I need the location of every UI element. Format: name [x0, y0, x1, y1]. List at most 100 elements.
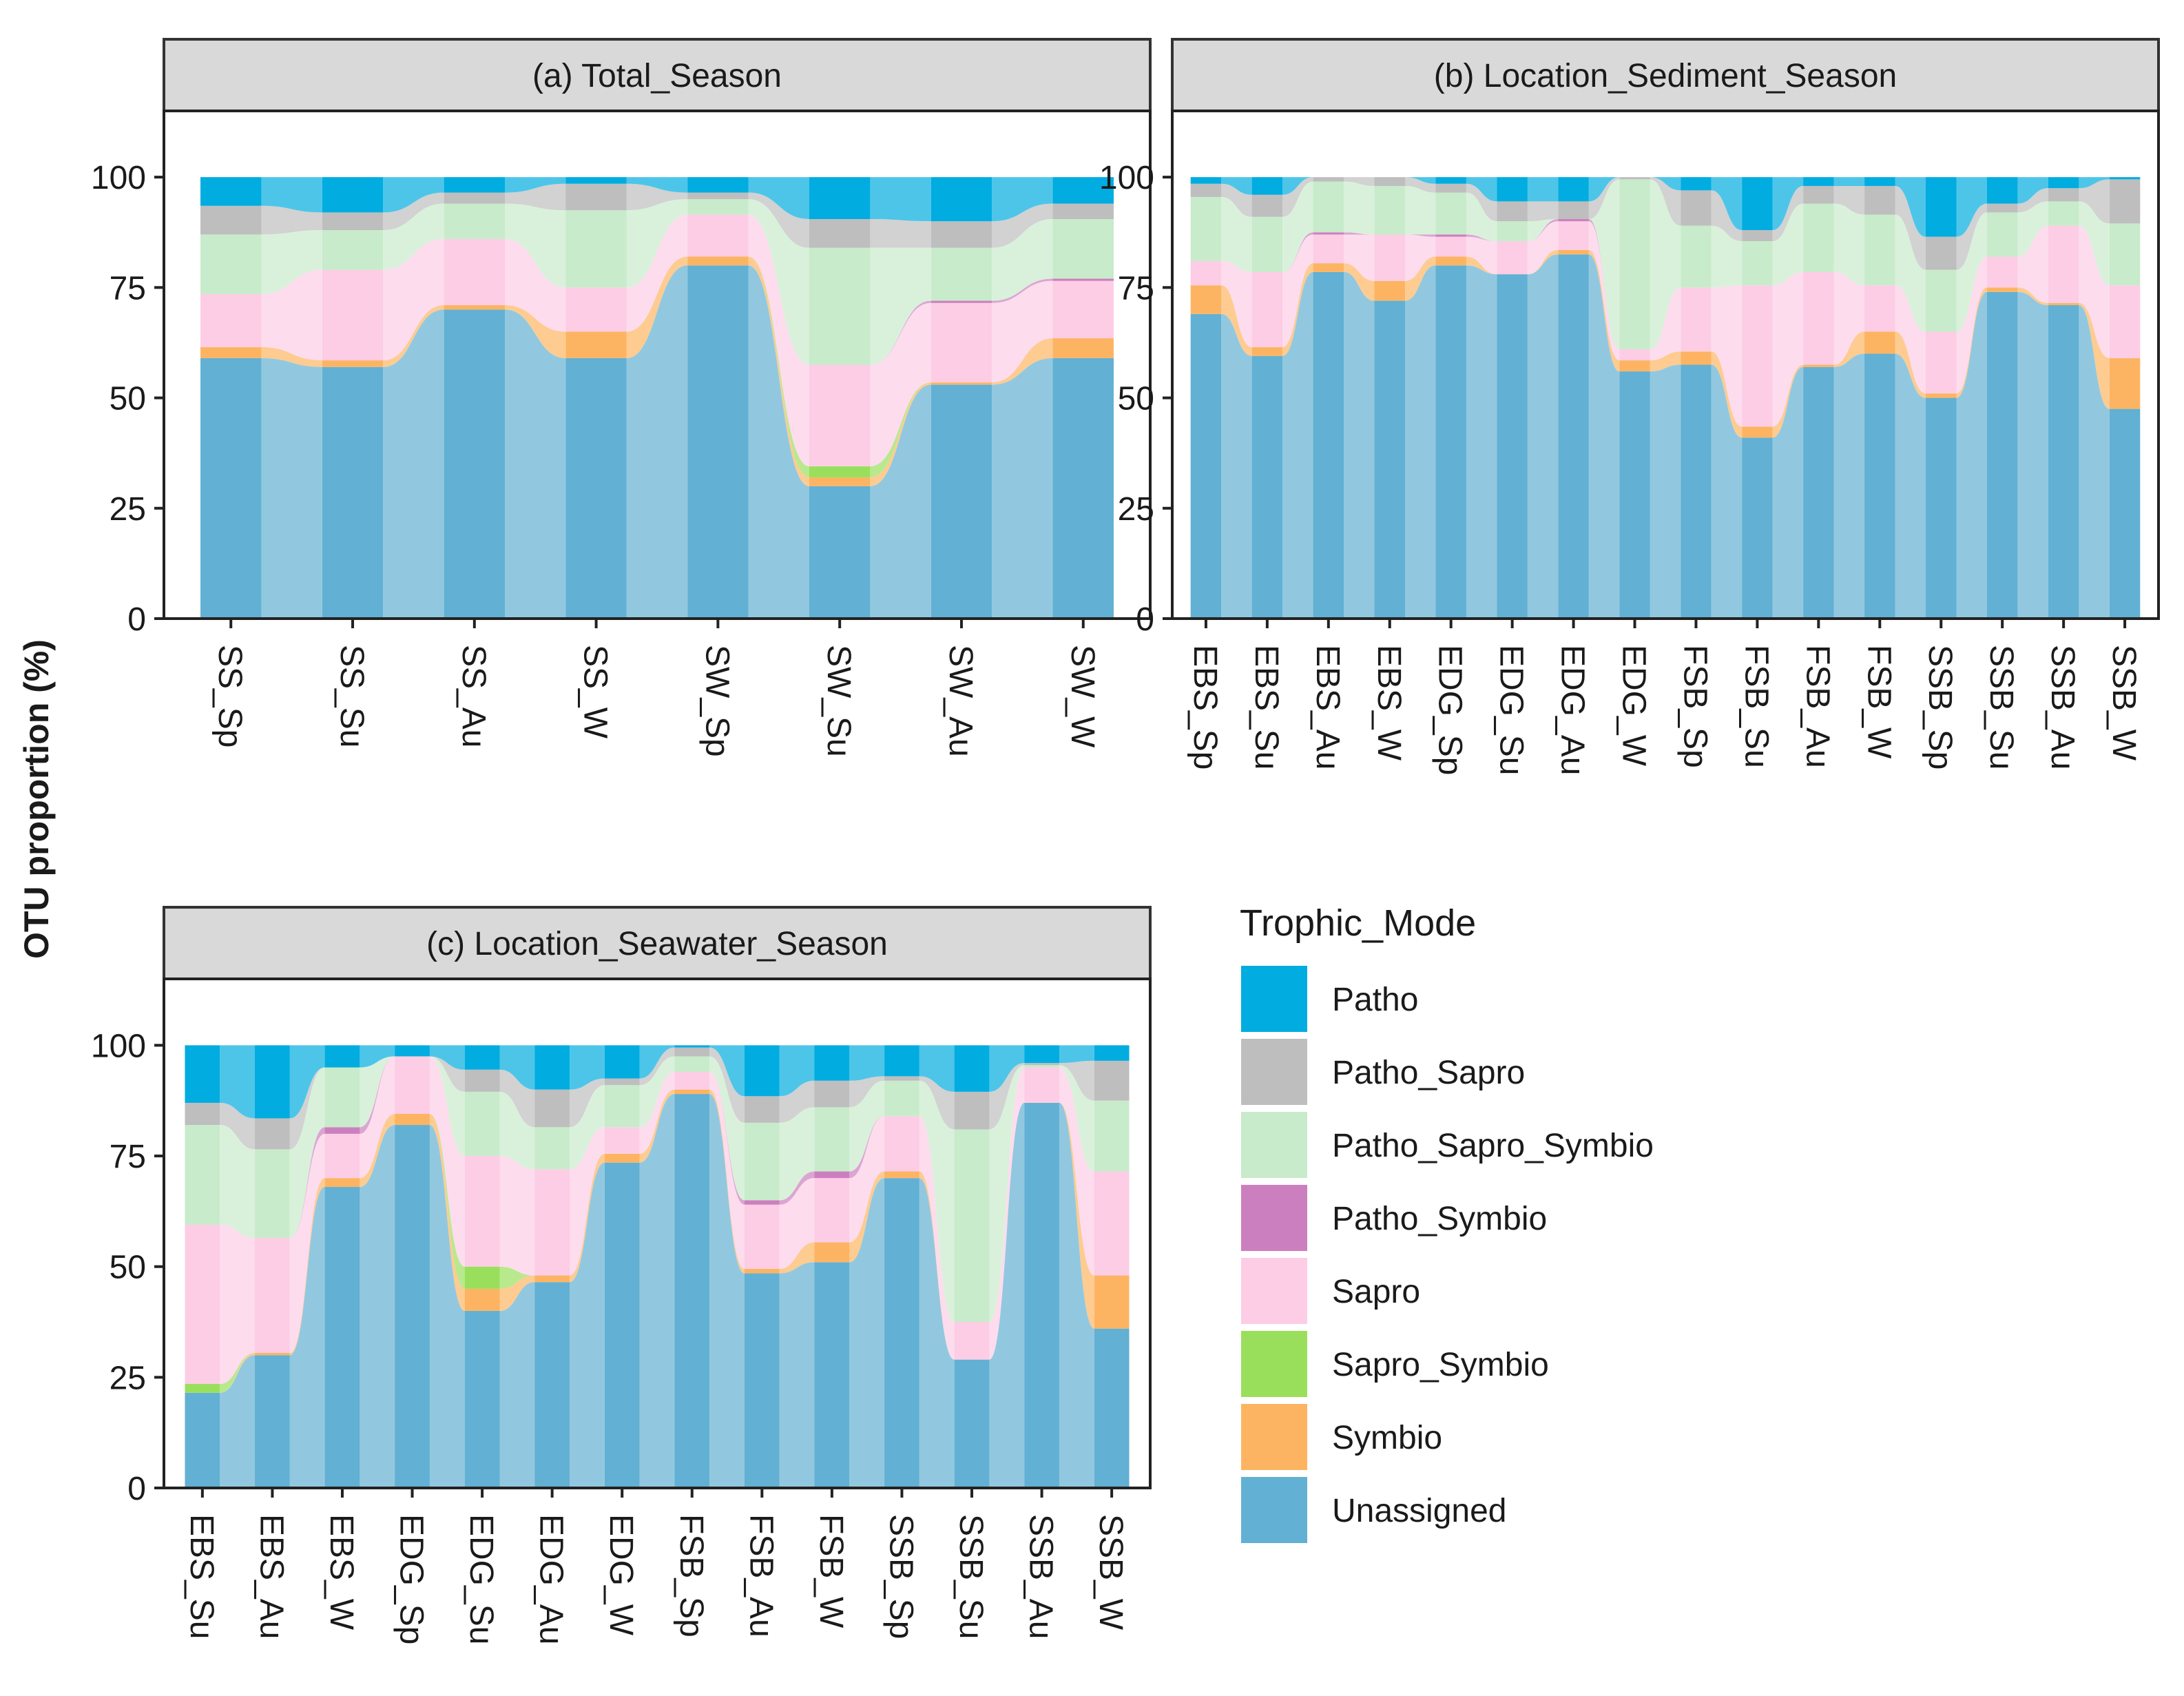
flow-patho-sapro-symbio — [261, 230, 322, 294]
flow-patho — [1895, 177, 1926, 237]
flow-symbio — [2079, 302, 2110, 409]
x-tick-label: FSB_Sp — [1676, 645, 1713, 768]
bar-segment-patho-sapro-symbio — [1052, 219, 1114, 279]
flow-patho-sapro — [1282, 177, 1313, 217]
flow-patho-symbio — [849, 1116, 885, 1179]
flow-patho — [1833, 177, 1865, 186]
flow-patho-sapro-symbio — [429, 1056, 465, 1157]
flow-sapro — [1404, 234, 1436, 281]
flow-patho — [499, 1045, 535, 1090]
flow-unassigned — [748, 265, 809, 619]
bar-fsb-au — [1803, 177, 1834, 619]
bar-segment-patho — [604, 1045, 640, 1079]
flow-sapro — [849, 1116, 885, 1243]
flow-patho-sapro — [989, 1063, 1025, 1130]
bar-segment-patho-sapro-symbio — [1864, 214, 1895, 286]
bar-ssb-w — [1094, 1045, 1130, 1488]
bar-segment-patho — [444, 177, 506, 193]
bar-segment-patho-symbio — [930, 300, 992, 303]
bar-segment-patho — [674, 1045, 710, 1048]
bar-segment-patho-symbio — [1052, 278, 1114, 281]
flow-patho-symbio — [1404, 234, 1436, 237]
bar-segment-patho-sapro-symbio — [1024, 1065, 1059, 1068]
flow-patho — [1404, 177, 1436, 184]
bar-segment-patho-sapro-symbio — [1497, 221, 1528, 242]
flow-patho-sapro — [429, 1056, 465, 1092]
bar-segment-symbio — [395, 1113, 430, 1126]
flow-patho — [1527, 177, 1559, 202]
flow-sapro — [1059, 1067, 1094, 1276]
flow-patho — [870, 177, 931, 222]
flow-patho-sapro — [505, 183, 566, 211]
bar-segment-sapro — [809, 364, 871, 466]
bar-segment-patho-sapro — [464, 1069, 500, 1092]
bar-segment-unassigned — [1052, 358, 1114, 619]
bar-segment-unassigned — [1497, 274, 1528, 619]
flow-symbio — [570, 1153, 605, 1283]
legend-label: Patho_Symbio — [1332, 1201, 1547, 1237]
bar-segment-patho-sapro-symbio — [2048, 201, 2079, 226]
bar-ssb-au — [2048, 177, 2079, 619]
bar-edg-su — [464, 1045, 500, 1488]
bar-segment-sapro — [322, 269, 384, 361]
bar-segment-patho-sapro — [322, 212, 384, 231]
y-tick-label: 75 — [110, 1139, 146, 1175]
flow-unassigned — [1344, 271, 1375, 619]
x-tick-label: EDG_Au — [533, 1514, 570, 1644]
bar-segment-symbio — [604, 1153, 640, 1163]
x-tick-label: SS_Au — [455, 645, 492, 747]
flow-unassigned — [383, 309, 444, 619]
bar-segment-patho — [809, 177, 871, 220]
bar-segment-patho-sapro — [200, 205, 262, 235]
flow-patho-sapro — [1895, 185, 1926, 270]
flow-unassigned — [639, 1094, 675, 1488]
bar-segment-patho-sapro-symbio — [1313, 181, 1344, 233]
bar-segment-unassigned — [255, 1355, 290, 1488]
x-tick-label: SSB_W — [1092, 1514, 1129, 1631]
flow-patho-sapro — [626, 183, 688, 211]
x-tick-label: EDG_Su — [463, 1514, 499, 1644]
bar-segment-patho — [1251, 177, 1283, 195]
flow-patho-sapro-symbio — [1282, 181, 1313, 272]
flow-sapro — [1833, 271, 1865, 365]
bar-segment-patho — [1742, 177, 1773, 231]
bar-segment-sapro-symbio — [185, 1383, 220, 1393]
legend-item-patho: Patho — [1241, 966, 1418, 1032]
bar-segment-unassigned — [744, 1273, 780, 1488]
bar-fsb-w — [814, 1045, 850, 1488]
flow-symbio — [1650, 351, 1681, 372]
bar-segment-patho-sapro-symbio — [1803, 203, 1834, 272]
flow-patho-sapro — [220, 1102, 256, 1150]
flow-patho-sapro-symbio — [1344, 181, 1375, 235]
legend-swatch — [1241, 1331, 1307, 1397]
bar-segment-unassigned — [185, 1392, 220, 1488]
bar-segment-sapro — [1864, 285, 1895, 332]
bar-segment-patho-sapro-symbio — [200, 234, 262, 294]
flow-unassigned — [989, 1102, 1025, 1488]
y-tick-label: 100 — [91, 160, 146, 196]
flow-patho — [748, 177, 809, 220]
bar-segment-patho — [930, 177, 992, 222]
flow-patho — [1059, 1045, 1094, 1064]
bar-ssb-sp — [884, 1045, 919, 1488]
flow-patho-sapro-symbio — [383, 203, 444, 270]
flow-unassigned — [1833, 353, 1865, 619]
bar-segment-patho-sapro-symbio — [604, 1085, 640, 1128]
bar-segment-sapro — [604, 1127, 640, 1154]
flow-symbio — [383, 304, 444, 367]
x-tick-label: FSB_Sp — [673, 1514, 709, 1637]
bar-segment-sapro — [1024, 1067, 1059, 1103]
flow-patho-sapro-symbio — [2017, 201, 2048, 257]
flow-patho — [779, 1045, 815, 1097]
bar-segment-symbio — [565, 331, 627, 358]
plot-area: 0 25 50 75 100 SS_Sp SS_Su SS_Au SS_W SW_Sp SW_Su S… — [91, 110, 1152, 757]
x-tick-label: EDG_Su — [1493, 645, 1530, 775]
bar-segment-symbio — [687, 256, 749, 266]
flow-unassigned — [2079, 304, 2110, 619]
bar-segment-patho-sapro — [2048, 188, 2079, 202]
flow-sapro — [989, 1067, 1025, 1360]
flow-patho-sapro-symbio — [360, 1056, 395, 1128]
plot-area: 0 25 50 75 100 EBS_Su EBS_Au EBS_W EDG_Sp EDG_Su E… — [91, 978, 1152, 1644]
flow-patho-sapro — [570, 1078, 605, 1128]
flow-patho-sapro-symbio — [779, 1107, 815, 1201]
